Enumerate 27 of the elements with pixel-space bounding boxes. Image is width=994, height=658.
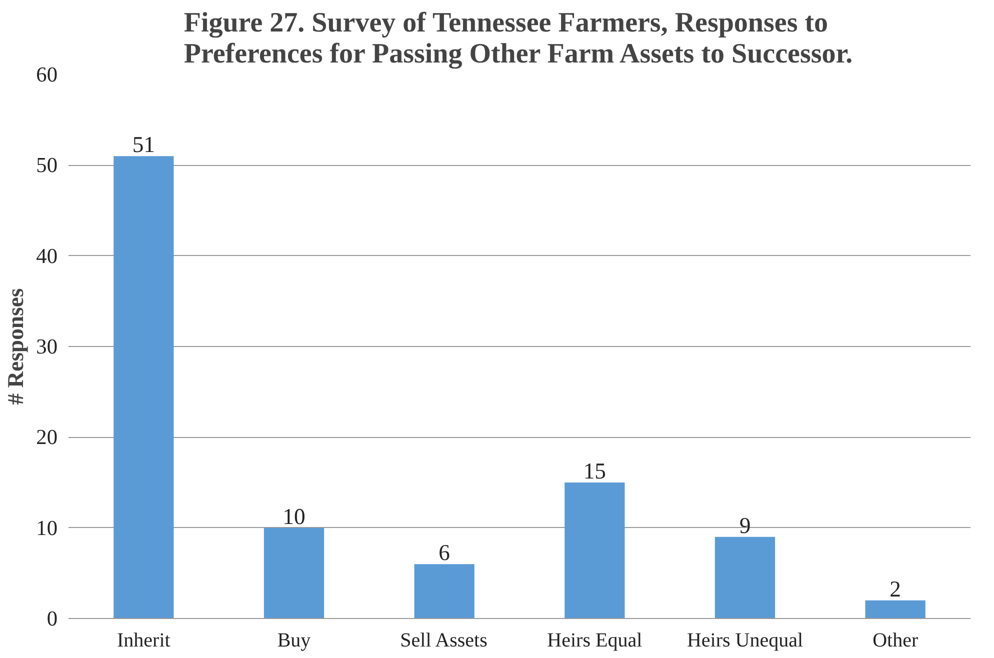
y-tick-label: 40 xyxy=(36,244,58,268)
y-tick-label: 60 xyxy=(36,62,58,86)
x-tick-label: Heirs Equal xyxy=(547,630,643,652)
y-tick-label: 20 xyxy=(36,425,58,450)
bar xyxy=(414,564,474,618)
bar xyxy=(865,600,926,618)
data-label: 10 xyxy=(282,504,306,529)
bar xyxy=(714,536,776,618)
data-label: 2 xyxy=(890,576,901,602)
y-axis-title: # Responses xyxy=(3,288,28,405)
y-tick-label: 10 xyxy=(36,516,58,540)
chart-title: Figure 27. Survey of Tennessee Farmers, Responses to Preferences for Passing Other Farm Assets to Successor. xyxy=(184,8,853,70)
data-label: 9 xyxy=(739,512,751,538)
y-tick-label: 0 xyxy=(46,606,58,630)
x-tick-label: Buy xyxy=(277,630,311,652)
x-tick-label: Sell Assets xyxy=(400,630,488,652)
x-tick-label: Other xyxy=(872,630,918,652)
bar xyxy=(264,528,324,618)
bar xyxy=(564,482,625,618)
data-label: 51 xyxy=(132,132,155,158)
x-tick-label: Inherit xyxy=(117,630,171,652)
data-label: 15 xyxy=(583,458,606,484)
data-label: 6 xyxy=(438,540,450,566)
bar xyxy=(114,156,174,618)
x-tick-label: Heirs Unequal xyxy=(686,630,804,652)
y-tick-label: 30 xyxy=(36,334,58,358)
y-tick-label: 50 xyxy=(36,153,58,178)
